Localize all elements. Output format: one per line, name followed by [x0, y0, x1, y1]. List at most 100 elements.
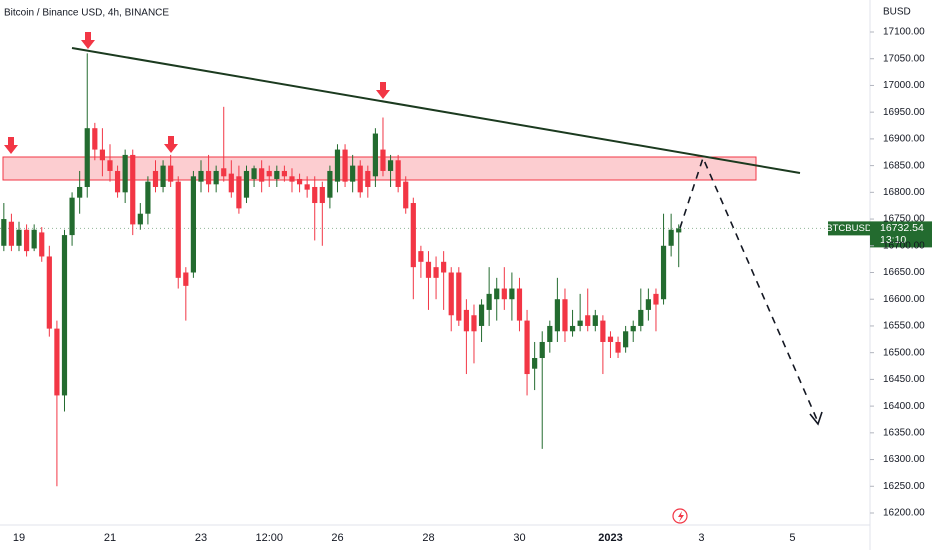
trend-line	[71, 47, 801, 174]
candle-body	[304, 184, 310, 190]
projection-arrowhead	[809, 411, 823, 426]
x-tick-label: 12:00	[255, 532, 283, 544]
candle-body	[168, 165, 174, 182]
y-tick-label: 16550.00	[883, 321, 925, 332]
currency-label: BUSD	[883, 7, 911, 18]
candle-body	[547, 325, 553, 342]
last-price-tag	[870, 221, 932, 248]
candle-body	[387, 160, 394, 171]
price-tag: BTCBUSD 16732.54 13:10	[826, 221, 932, 248]
candle-body	[175, 181, 181, 278]
candle-body	[16, 229, 22, 246]
projection-path	[679, 155, 819, 423]
candle-body	[592, 315, 598, 326]
candle-body	[433, 267, 439, 278]
candle-body	[251, 168, 257, 179]
y-tick-label: 16850.00	[883, 160, 925, 171]
candle-body	[501, 288, 507, 300]
candles	[1, 53, 682, 487]
candle-body	[600, 320, 606, 342]
candle-body	[660, 245, 667, 300]
candle-body	[516, 288, 523, 321]
candle-body	[395, 160, 401, 187]
x-tick-label: 28	[422, 532, 434, 544]
last-price-label: 16732.54	[880, 222, 924, 234]
candle-body	[478, 304, 485, 326]
symbol-label: BTCBUSD	[826, 223, 872, 234]
candle-body	[69, 197, 75, 236]
candle-body	[1, 219, 7, 246]
candle-body	[410, 203, 416, 268]
y-tick-label: 16650.00	[883, 267, 925, 278]
candle-body	[183, 272, 189, 286]
candle-body	[615, 341, 621, 353]
candle-body	[524, 320, 530, 375]
candle-body	[327, 170, 333, 198]
candle-body	[471, 315, 477, 332]
candle-body	[99, 149, 106, 161]
candle-body	[289, 176, 295, 182]
candle-body	[152, 170, 159, 187]
chart-title: Bitcoin / Binance USD, 4h, BINANCE	[4, 8, 169, 19]
candle-body	[228, 173, 234, 193]
candle-body	[198, 170, 204, 182]
candle-body	[653, 293, 659, 305]
x-tick-label: 2023	[598, 532, 622, 544]
y-tick-label: 16750.00	[883, 214, 925, 225]
candle-body	[441, 261, 447, 273]
candle-body	[623, 331, 629, 348]
y-tick-label: 16250.00	[883, 481, 925, 492]
candle-body	[380, 149, 386, 171]
x-tick-label: 19	[13, 532, 25, 544]
candle-body	[213, 170, 219, 185]
candle-body	[463, 309, 469, 332]
y-tick-label: 17100.00	[883, 27, 925, 38]
candle-body	[160, 165, 166, 187]
countdown-label: 13:10	[880, 234, 906, 246]
symbol-tag	[828, 221, 870, 236]
x-tick-label: 3	[698, 532, 704, 544]
candle-body	[312, 186, 318, 204]
y-tick-label: 17000.00	[883, 80, 925, 91]
candle-body	[236, 176, 242, 209]
candle-body	[107, 160, 113, 171]
candle-body	[84, 128, 90, 187]
candle-body	[448, 272, 454, 316]
event-icon[interactable]	[672, 508, 688, 524]
candle-body	[243, 170, 250, 198]
candle-body	[554, 299, 560, 332]
candle-body	[54, 328, 60, 396]
candle-body	[114, 170, 121, 193]
candle-body	[281, 170, 288, 177]
x-tick-label: 23	[195, 532, 207, 544]
candle-body	[92, 128, 98, 150]
candle-body	[676, 228, 682, 233]
candle-body	[372, 133, 378, 177]
y-tick-label: 16950.00	[883, 107, 925, 118]
candle-body	[630, 325, 636, 332]
candle-body	[61, 235, 68, 396]
candle-body	[77, 186, 83, 198]
x-tick-label: 30	[513, 532, 525, 544]
candle-body	[494, 288, 500, 300]
candle-body	[130, 154, 136, 225]
event-icon-bolt	[678, 511, 684, 522]
candle-body	[145, 181, 151, 214]
arrow-marker	[81, 32, 95, 49]
resistance-zone	[2, 156, 757, 181]
candle-body	[221, 168, 227, 177]
candle-body	[486, 293, 492, 310]
y-tick-label: 16600.00	[883, 294, 925, 305]
candle-body	[334, 149, 341, 182]
candle-body	[137, 213, 143, 225]
candle-body	[569, 325, 576, 332]
candle-body	[425, 261, 432, 278]
candle-body	[607, 336, 614, 342]
candle-body	[205, 170, 212, 185]
candle-body	[39, 232, 45, 257]
candle-body	[23, 229, 30, 252]
candle-body	[319, 186, 325, 204]
candle-body	[577, 320, 583, 326]
y-tick-label: 16700.00	[883, 240, 925, 251]
